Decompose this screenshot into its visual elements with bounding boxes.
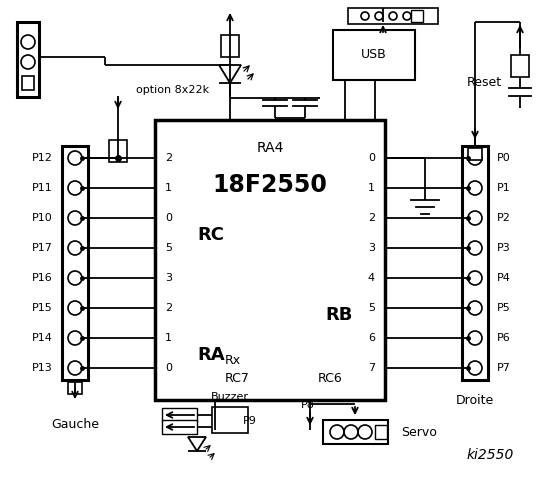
Text: Buzzer: Buzzer: [211, 392, 249, 402]
Text: P17: P17: [32, 243, 53, 253]
Text: 0: 0: [368, 153, 375, 163]
Text: 7: 7: [368, 363, 375, 373]
Bar: [212, 407, 248, 433]
Text: P4: P4: [497, 273, 511, 283]
Bar: [162, 408, 197, 422]
Text: P6: P6: [497, 333, 511, 343]
Text: P8: P8: [301, 400, 315, 410]
Bar: [462, 146, 488, 380]
Text: Reset: Reset: [467, 75, 502, 88]
Text: 3: 3: [165, 273, 172, 283]
Text: P13: P13: [32, 363, 53, 373]
Text: P11: P11: [32, 183, 53, 193]
Bar: [511, 55, 529, 77]
Text: 3: 3: [368, 243, 375, 253]
Text: 0: 0: [165, 363, 172, 373]
Text: 1: 1: [165, 333, 172, 343]
Text: ki2550: ki2550: [466, 448, 514, 462]
Bar: [109, 140, 127, 162]
Bar: [221, 35, 239, 57]
Bar: [155, 120, 385, 400]
Text: Gauche: Gauche: [51, 419, 99, 432]
Text: P3: P3: [497, 243, 511, 253]
Text: 6: 6: [368, 333, 375, 343]
Text: P10: P10: [32, 213, 53, 223]
Text: 1: 1: [368, 183, 375, 193]
Text: 2: 2: [368, 213, 375, 223]
Bar: [22, 76, 34, 90]
Text: RC7: RC7: [225, 372, 250, 384]
Text: RC: RC: [197, 226, 224, 244]
Bar: [375, 425, 387, 439]
Text: Droite: Droite: [456, 394, 494, 407]
Bar: [333, 30, 415, 80]
Text: Servo: Servo: [401, 425, 437, 439]
Bar: [411, 10, 423, 22]
Text: P16: P16: [32, 273, 53, 283]
Text: P7: P7: [497, 363, 511, 373]
Bar: [17, 22, 39, 97]
Text: P9: P9: [243, 416, 257, 426]
Bar: [68, 382, 82, 394]
Text: USB: USB: [361, 48, 387, 61]
Text: RA4: RA4: [256, 141, 284, 155]
Text: P2: P2: [497, 213, 511, 223]
Text: 1: 1: [165, 183, 172, 193]
Text: option 8x22k: option 8x22k: [136, 85, 209, 95]
Bar: [62, 146, 88, 380]
Text: RB: RB: [326, 306, 353, 324]
Text: P12: P12: [32, 153, 53, 163]
Text: P14: P14: [32, 333, 53, 343]
Text: 18F2550: 18F2550: [212, 173, 327, 197]
Text: P15: P15: [32, 303, 53, 313]
Text: P0: P0: [497, 153, 511, 163]
Text: 5: 5: [165, 243, 172, 253]
Text: 5: 5: [368, 303, 375, 313]
Text: 4: 4: [368, 273, 375, 283]
Bar: [468, 148, 482, 160]
Bar: [323, 420, 388, 444]
Text: 0: 0: [165, 213, 172, 223]
Text: P5: P5: [497, 303, 511, 313]
Text: 2: 2: [165, 303, 172, 313]
Text: 2: 2: [165, 153, 172, 163]
Bar: [162, 420, 197, 434]
Bar: [348, 8, 438, 24]
Text: RC6: RC6: [317, 372, 342, 384]
Text: Rx: Rx: [225, 353, 241, 367]
Text: P1: P1: [497, 183, 511, 193]
Text: RA: RA: [197, 346, 225, 364]
